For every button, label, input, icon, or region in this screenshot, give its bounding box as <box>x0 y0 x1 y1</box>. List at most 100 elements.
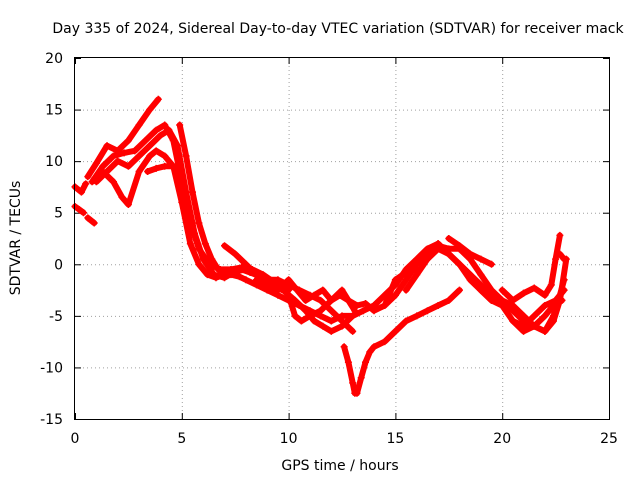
data-point <box>370 307 378 315</box>
series-line <box>144 163 177 175</box>
data-point <box>541 312 549 320</box>
data-point <box>402 286 410 294</box>
data-point <box>340 343 348 351</box>
data-point <box>434 302 442 310</box>
data-point <box>135 152 143 160</box>
data-point <box>556 250 564 258</box>
data-point <box>455 242 463 250</box>
data-point <box>214 265 222 273</box>
data-point <box>92 159 100 167</box>
y-tick-label: 20 <box>45 51 63 67</box>
data-point <box>530 312 538 320</box>
data-point <box>466 250 474 258</box>
data-point <box>182 152 190 160</box>
chart-title: Day 335 of 2024, Sidereal Day-to-day VTE… <box>52 21 624 37</box>
data-point <box>156 131 164 139</box>
data-point <box>327 307 335 315</box>
series-track-3 <box>84 214 98 227</box>
series-track-13 <box>340 286 463 397</box>
data-point <box>221 269 229 277</box>
grid-lines <box>75 58 609 419</box>
data-point <box>349 327 357 335</box>
data-point <box>92 178 100 186</box>
data-point <box>558 296 566 304</box>
data-point <box>520 289 528 297</box>
data-point <box>144 167 152 175</box>
data-point <box>445 235 453 242</box>
series-track-8 <box>144 162 177 175</box>
data-point <box>423 307 431 315</box>
data-point <box>242 260 250 268</box>
data-point <box>488 260 496 268</box>
y-tick-label: -15 <box>40 412 63 428</box>
series-line <box>499 232 563 304</box>
data-point <box>327 327 335 335</box>
series-track-4 <box>84 95 162 181</box>
data-point <box>541 291 549 299</box>
data-point <box>391 291 399 299</box>
data-point <box>549 312 557 320</box>
series-track-18 <box>498 231 564 304</box>
axis-ticks <box>75 58 610 420</box>
data-point <box>141 137 149 145</box>
data-point <box>413 260 421 268</box>
data-point <box>99 167 107 175</box>
data-point <box>509 307 517 315</box>
data-point <box>338 317 346 325</box>
y-tick-label: 5 <box>54 206 63 222</box>
data-point <box>477 255 485 263</box>
data-point <box>176 121 184 129</box>
data-point <box>80 209 88 217</box>
data-point <box>477 286 485 294</box>
data-point <box>295 302 303 310</box>
y-tick-label: 0 <box>54 257 63 273</box>
data-point <box>349 312 357 320</box>
data-point <box>201 240 209 248</box>
data-point <box>317 296 325 304</box>
data-point <box>263 281 271 289</box>
data-point <box>118 193 126 201</box>
data-point <box>161 152 169 160</box>
data-point <box>477 271 485 279</box>
data-point <box>221 242 229 250</box>
series-track-7 <box>99 147 357 335</box>
data-point <box>253 276 261 284</box>
data-point <box>402 276 410 284</box>
data-point <box>552 255 560 263</box>
data-point <box>541 327 549 335</box>
data-point <box>423 255 431 263</box>
data-point <box>338 286 346 294</box>
data-point <box>319 322 327 330</box>
data-point <box>402 317 410 325</box>
series-track-12 <box>285 286 359 325</box>
series-line <box>509 287 568 330</box>
data-point <box>114 157 122 165</box>
x-tick-label: 20 <box>493 431 511 447</box>
data-point <box>413 271 421 279</box>
data-point <box>274 286 282 294</box>
y-tick-label: -5 <box>49 309 63 325</box>
series-track-17 <box>445 235 496 268</box>
data-point <box>498 302 506 310</box>
data-point <box>182 188 190 196</box>
data-point <box>161 121 169 129</box>
data-point <box>178 198 186 206</box>
data-point <box>291 312 299 320</box>
data-point <box>445 296 453 304</box>
data-point <box>131 147 139 155</box>
data-point <box>509 317 517 325</box>
data-point <box>552 296 560 304</box>
data-point <box>135 167 143 175</box>
series-line <box>72 180 89 196</box>
series-line <box>176 122 495 324</box>
series-track-20 <box>556 250 568 263</box>
y-axis-label: SDTVAR / TECUs <box>8 181 24 296</box>
data-point <box>109 178 117 186</box>
data-point <box>434 240 442 248</box>
data-point <box>297 317 305 325</box>
data-point <box>109 152 117 160</box>
data-point <box>146 142 154 150</box>
x-tick-label: 15 <box>386 431 404 447</box>
x-tick-label: 5 <box>177 431 186 447</box>
